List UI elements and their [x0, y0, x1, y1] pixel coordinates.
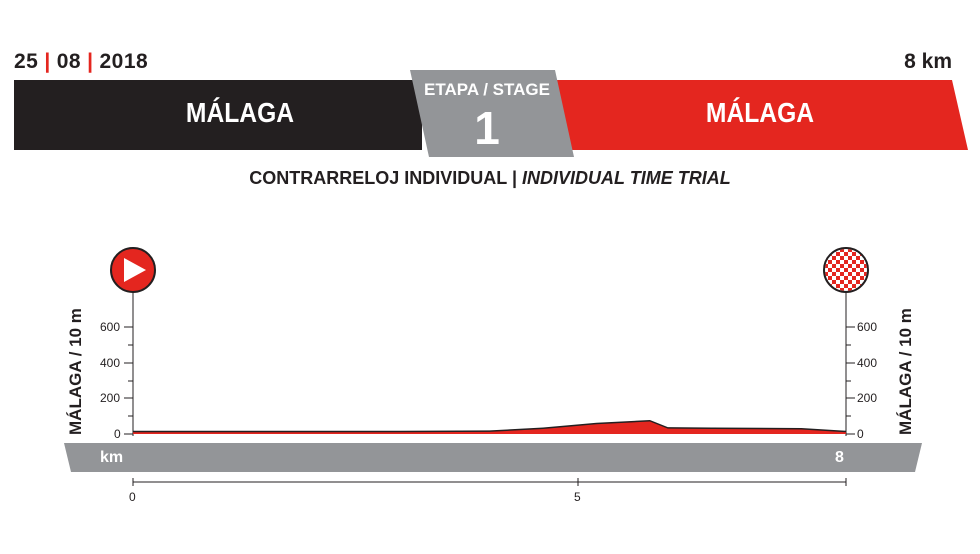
- stage-number: 1: [474, 102, 500, 154]
- start-city: MÁLAGA: [185, 97, 295, 128]
- right-tick-label: 400: [857, 356, 878, 370]
- finish-altitude-label: MÁLAGA / 10 m: [896, 308, 915, 435]
- stage-badge: [410, 70, 574, 157]
- play-icon: [110, 247, 156, 293]
- right-tick-label: 200: [857, 391, 878, 405]
- start-banner: [14, 80, 422, 150]
- x-tick-label: 0: [129, 490, 136, 504]
- total-distance-label: 8: [835, 449, 844, 466]
- stage-distance: 8 km: [904, 50, 952, 73]
- stage-type-en: INDIVIDUAL TIME TRIAL: [522, 168, 731, 188]
- distance-bar: [64, 443, 922, 472]
- right-tick-label: 600: [857, 320, 878, 334]
- finish-banner: [555, 80, 968, 150]
- x-tick-label: 5: [574, 490, 581, 504]
- right-axis-ticks: [846, 326, 855, 435]
- stage-type-es: CONTRARRELOJ INDIVIDUAL |: [249, 168, 518, 188]
- stage-label: ETAPA / STAGE: [424, 80, 550, 99]
- start-altitude-label: MÁLAGA / 10 m: [66, 308, 85, 435]
- distance-unit-label: km: [100, 449, 124, 466]
- profile-area: [133, 421, 846, 434]
- date-separator: |: [87, 50, 94, 73]
- left-tick-label: 0: [114, 427, 121, 441]
- right-tick-label: 0: [857, 427, 864, 441]
- left-axis-ticks: [124, 326, 133, 435]
- date-month: 08: [56, 50, 82, 73]
- left-tick-label: 600: [100, 320, 121, 334]
- stage-date: 25 | 08 | 2018: [14, 50, 148, 74]
- date-day: 25: [14, 50, 39, 73]
- stage-banner: [14, 70, 968, 157]
- date-year: 2018: [99, 50, 149, 73]
- finish-city: MÁLAGA: [705, 97, 815, 128]
- left-tick-label: 200: [100, 391, 121, 405]
- left-tick-label: 400: [100, 356, 121, 370]
- checkered-flag-icon: [823, 247, 869, 293]
- date-separator: |: [44, 50, 51, 73]
- stage-type: CONTRARRELOJ INDIVIDUAL | INDIVIDUAL TIM…: [0, 168, 980, 189]
